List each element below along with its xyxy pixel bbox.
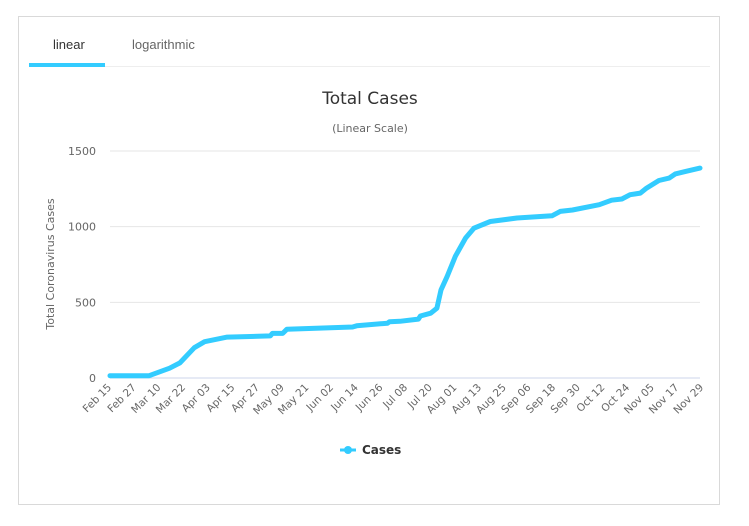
tab-logarithmic[interactable]: logarithmic [132,37,195,52]
scale-tabs: linear logarithmic [29,30,710,67]
legend-dot-marker [344,446,352,454]
legend-item-cases[interactable]: Cases [362,443,401,457]
y-axis-title: Total Coronavirus Cases [44,198,57,331]
chart-card [18,16,720,505]
chart-title: Total Cases [321,89,418,109]
tab-linear[interactable]: linear [53,37,85,52]
legend[interactable]: Cases [340,443,401,457]
y-tick-label: 500 [75,296,96,309]
x-tick-label: Jun 14 [328,381,361,414]
series-line-cases [107,165,703,379]
x-tick-label: Jun 26 [353,381,386,414]
y-tick-label: 1000 [68,221,96,234]
y-tick-label: 1500 [68,145,96,158]
active-tab-indicator [29,63,105,67]
x-tick-label: Jul 08 [380,382,410,412]
y-tick-label: 0 [89,372,96,385]
x-tick-label: Jun 02 [304,382,337,415]
chart-subtitle: (Linear Scale) [332,122,408,135]
